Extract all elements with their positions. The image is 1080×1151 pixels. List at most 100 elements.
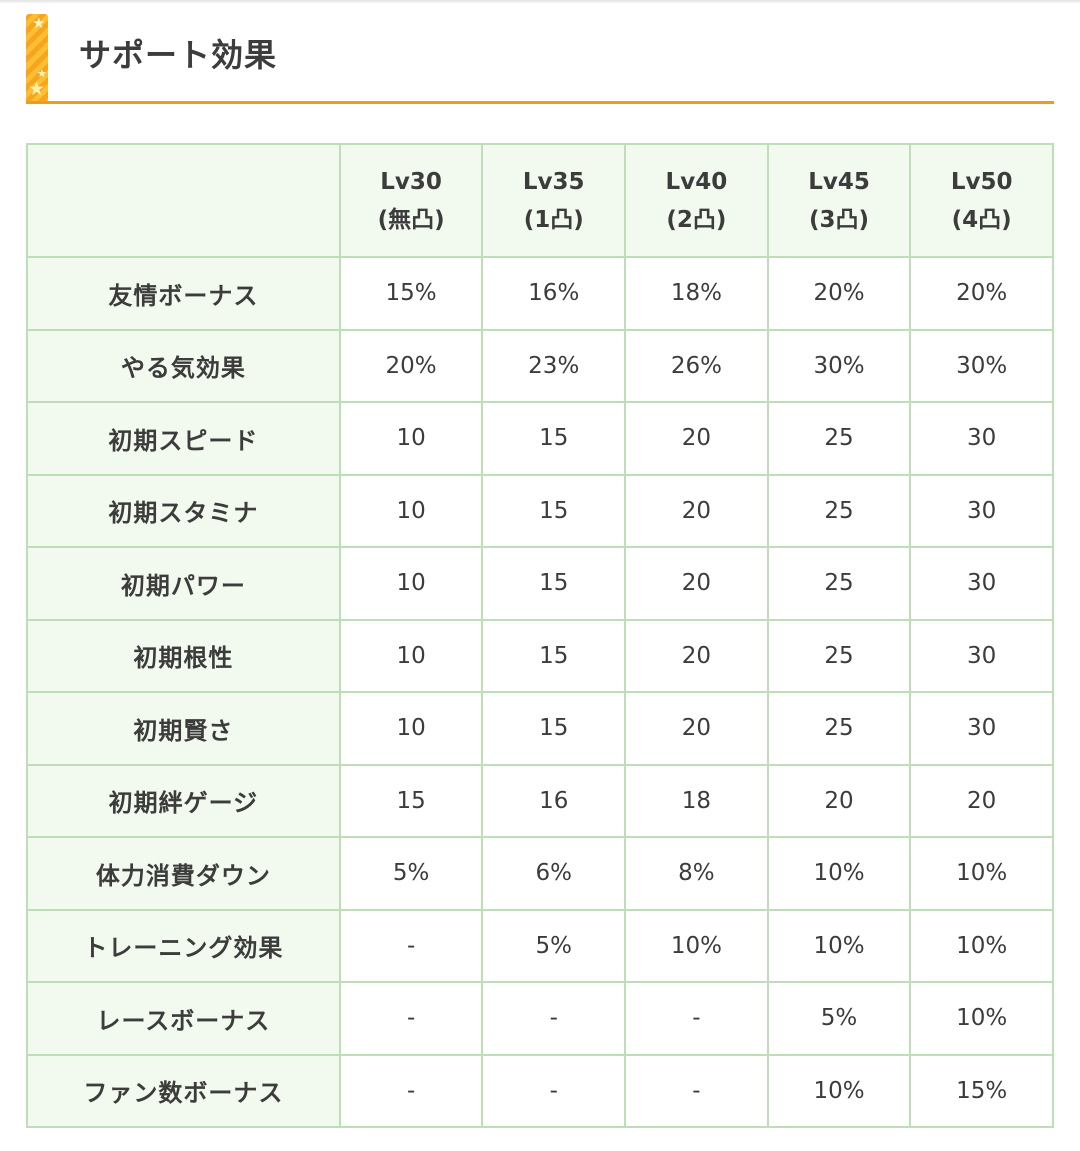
breakthrough-label: (4凸)	[951, 206, 1012, 233]
level-column-header: Lv40 (2凸)	[624, 143, 769, 258]
effect-value-cell: 15	[481, 691, 627, 766]
effect-value-cell: 10	[338, 473, 484, 548]
table-row: 友情ボーナス 15% 16% 18% 20% 20%	[26, 256, 1054, 331]
table-row: 初期絆ゲージ 15 16 18 20 20	[26, 763, 1054, 838]
effect-value-cell: 10%	[624, 908, 769, 983]
effect-value-cell: 20%	[338, 328, 484, 403]
effect-value-cell: 10%	[909, 836, 1054, 911]
effect-name-cell: 初期スタミナ	[26, 473, 341, 548]
effect-value-cell: 10	[338, 618, 484, 693]
effect-value-cell: -	[481, 981, 627, 1056]
effect-value-cell: 18	[624, 763, 769, 838]
effect-value-cell: -	[338, 1053, 484, 1128]
level-label: Lv35	[522, 168, 585, 195]
table-header-row: Lv30 (無凸) Lv35 (1凸) Lv40 (2凸) Lv45 (3凸) Lv50 (4凸)	[26, 143, 1054, 258]
level-column-header: Lv35 (1凸)	[481, 143, 627, 258]
breakthrough-label: (3凸)	[809, 206, 870, 233]
effect-value-cell: 20	[624, 546, 769, 621]
effect-value-cell: 10%	[909, 908, 1054, 983]
effect-value-cell: 10	[338, 691, 484, 766]
table-row: 初期賢さ 10 15 20 25 30	[26, 691, 1054, 766]
effect-name-cell: 体力消費ダウン	[26, 836, 341, 911]
section-title: サポート効果	[79, 36, 278, 74]
effect-value-cell: 25	[766, 618, 912, 693]
effect-value-cell: 25	[766, 401, 912, 476]
effect-value-cell: 15	[481, 546, 627, 621]
effect-value-cell: -	[338, 908, 484, 983]
effect-value-cell: 20	[766, 763, 912, 838]
breakthrough-label: (2凸)	[666, 206, 727, 233]
effect-value-cell: -	[624, 981, 769, 1056]
effect-value-cell: 30	[909, 618, 1054, 693]
breakthrough-label: (1凸)	[523, 206, 584, 233]
effect-value-cell: 20	[624, 401, 769, 476]
effect-value-cell: 18%	[624, 256, 769, 331]
effect-value-cell: 10%	[766, 908, 912, 983]
effect-value-cell: 15	[338, 763, 484, 838]
effect-value-cell: 26%	[624, 328, 769, 403]
table-row: 初期パワー 10 15 20 25 30	[26, 546, 1054, 621]
table-row: レースボーナス - - -5% 10%	[26, 981, 1054, 1056]
effect-value-cell: 10%	[766, 836, 912, 911]
effect-value-cell: -	[624, 1053, 769, 1128]
effect-name-cell: トレーニング効果	[26, 908, 341, 983]
effect-value-cell: -	[481, 1053, 627, 1128]
effect-value-cell: 5%	[481, 908, 627, 983]
star-striped-bar-icon: ★ ★ ★	[26, 14, 48, 103]
table-row: 初期スタミナ 10 15 20 25 30	[26, 473, 1054, 548]
effect-name-cell: 初期スピード	[26, 401, 341, 476]
table-row: 体力消費ダウン 5% 6% 8% 10% 10%	[26, 836, 1054, 911]
effect-value-cell: 23%	[481, 328, 627, 403]
effect-name-cell: レースボーナス	[26, 981, 341, 1056]
effect-value-cell: -	[338, 981, 484, 1056]
effect-value-cell: 20%	[909, 256, 1054, 331]
table-row: やる気効果 20% 23% 26% 30% 30%	[26, 328, 1054, 403]
effect-value-cell: 8%	[624, 836, 769, 911]
effect-value-cell: 15	[481, 618, 627, 693]
star-icon: ★	[28, 78, 46, 100]
heading-underline	[26, 101, 1054, 104]
effect-value-cell: 15	[481, 401, 627, 476]
effect-value-cell: 20	[624, 473, 769, 548]
table-row: トレーニング効果 -5% 10% 10% 10%	[26, 908, 1054, 983]
table-body: 友情ボーナス 15% 16% 18% 20% 20% やる気効果 20% 23% 26% 30% 30…	[26, 256, 1054, 1128]
effect-value-cell: 30%	[766, 328, 912, 403]
level-label: Lv50	[950, 168, 1013, 195]
support-effect-table: Lv30 (無凸) Lv35 (1凸) Lv40 (2凸) Lv45 (3凸) Lv50 (4凸)…	[26, 143, 1054, 1128]
effect-value-cell: 10%	[909, 981, 1054, 1056]
effect-value-cell: 6%	[481, 836, 627, 911]
level-column-header: Lv45 (3凸)	[766, 143, 912, 258]
effect-value-cell: 20	[909, 763, 1054, 838]
table-row: 初期スピード 10 15 20 25 30	[26, 401, 1054, 476]
level-label: Lv30	[380, 168, 442, 195]
effect-name-cell: 初期絆ゲージ	[26, 763, 341, 838]
effect-value-cell: 30	[909, 691, 1054, 766]
level-label: Lv45	[808, 168, 870, 195]
table-row: ファン数ボーナス - - -10% 15%	[26, 1053, 1054, 1128]
effect-value-cell: 15	[481, 473, 627, 548]
level-column-header: Lv50 (4凸)	[909, 143, 1054, 258]
effect-value-cell: 30	[909, 401, 1054, 476]
effect-value-cell: 16%	[481, 256, 627, 331]
corner-cell	[26, 143, 341, 258]
level-label: Lv40	[665, 168, 728, 195]
effect-value-cell: 20%	[766, 256, 912, 331]
section-heading: ★ ★ ★ サポート効果	[26, 14, 1054, 104]
effect-value-cell: 25	[766, 546, 912, 621]
effect-value-cell: 5%	[766, 981, 912, 1056]
effect-value-cell: 30	[909, 546, 1054, 621]
effect-value-cell: 10	[338, 401, 484, 476]
effect-name-cell: 初期パワー	[26, 546, 341, 621]
effect-name-cell: 初期賢さ	[26, 691, 341, 766]
effect-value-cell: 10%	[766, 1053, 912, 1128]
level-column-header: Lv30 (無凸)	[338, 143, 484, 258]
effect-value-cell: 15%	[909, 1053, 1054, 1128]
effect-name-cell: 初期根性	[26, 618, 341, 693]
effect-value-cell: 10	[338, 546, 484, 621]
effect-value-cell: 15%	[338, 256, 484, 331]
effect-value-cell: 25	[766, 473, 912, 548]
effect-value-cell: 5%	[338, 836, 484, 911]
effect-value-cell: 30%	[909, 328, 1054, 403]
star-icon: ★	[37, 67, 47, 80]
effect-name-cell: やる気効果	[26, 328, 341, 403]
